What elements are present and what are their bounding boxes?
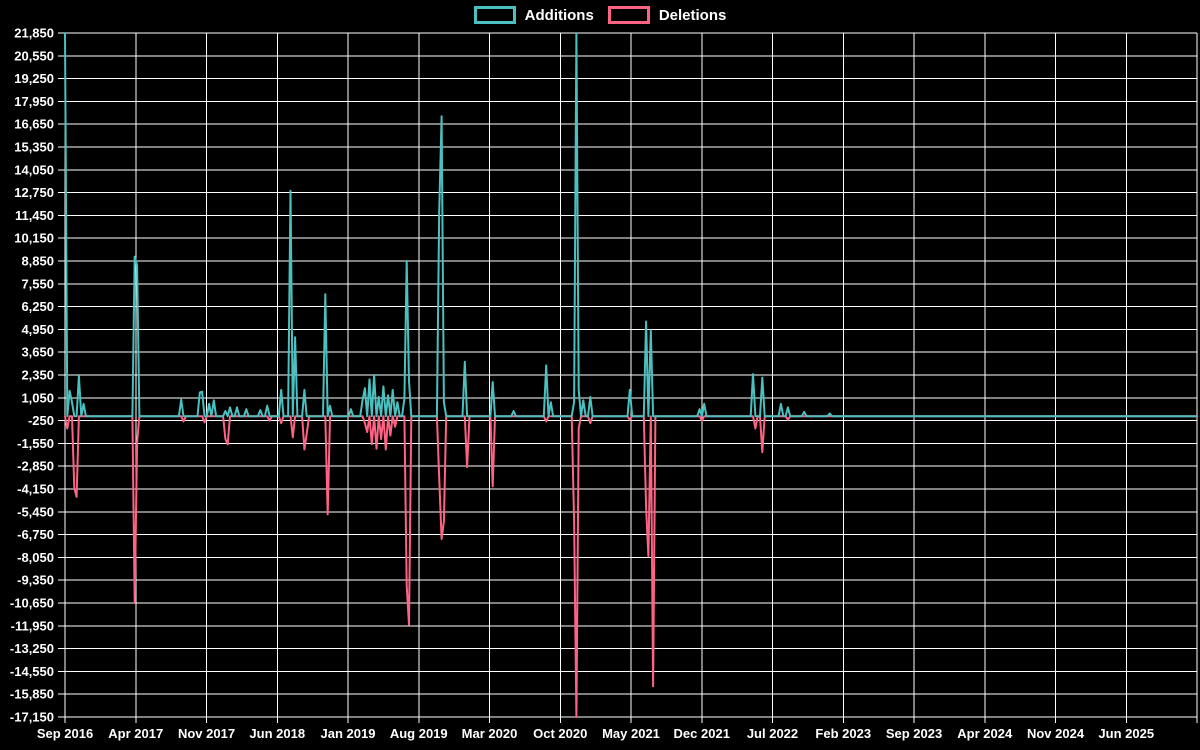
x-tick-label: Oct 2020	[533, 726, 587, 741]
legend-item-additions[interactable]: Additions	[473, 6, 594, 24]
y-tick-label: 6,250	[21, 299, 54, 314]
x-tick-label: Dec 2021	[674, 726, 730, 741]
y-tick-label: 10,150	[14, 231, 54, 246]
y-tick-label: 20,550	[14, 48, 54, 63]
y-tick-label: -1,550	[17, 436, 54, 451]
legend-item-deletions[interactable]: Deletions	[607, 6, 727, 24]
x-tick-label: Feb 2023	[815, 726, 871, 741]
y-tick-label: -9,350	[17, 573, 54, 588]
y-tick-label: 21,850	[14, 26, 54, 41]
y-tick-label: 16,650	[14, 117, 54, 132]
y-tick-label: 4,950	[21, 322, 54, 337]
deletions-legend-label: Deletions	[658, 6, 727, 24]
y-tick-label: -4,150	[17, 482, 54, 497]
x-tick-label: Jun 2025	[1098, 726, 1154, 741]
additions-line	[64, 32, 1198, 418]
x-tick-label: Apr 2017	[108, 726, 163, 741]
y-tick-label: -13,250	[10, 641, 54, 656]
x-tick-label: Jan 2019	[321, 726, 376, 741]
additions-legend-label: Additions	[524, 6, 594, 24]
y-tick-label: -8,050	[17, 550, 54, 565]
additions-swatch	[473, 6, 516, 24]
y-tick-label: 3,650	[21, 345, 54, 360]
y-tick-label: 12,750	[14, 185, 54, 200]
x-tick-label: Nov 2017	[178, 726, 235, 741]
y-tick-label: 14,050	[14, 162, 54, 177]
y-tick-label: 17,950	[14, 94, 54, 109]
x-tick-label: Sep 2016	[37, 726, 93, 741]
axis-labels: 21,850 20,550 19,250 17,950 16,650 15,350 14,0…	[10, 26, 1154, 742]
y-tick-label: -6,750	[17, 527, 54, 542]
y-tick-label: -14,550	[10, 664, 54, 679]
x-tick-label: Aug 2019	[390, 726, 448, 741]
y-tick-label: 15,350	[14, 140, 54, 155]
x-tick-label: Jun 2018	[249, 726, 305, 741]
y-tick-label: -250	[28, 413, 54, 428]
gridlines	[58, 32, 1198, 723]
x-tick-label: Apr 2024	[957, 726, 1013, 741]
x-tick-label: Jul 2022	[747, 726, 798, 741]
x-tick-label: Nov 2024	[1027, 726, 1085, 741]
y-tick-label: -2,850	[17, 459, 54, 474]
x-tick-label: Sep 2023	[886, 726, 942, 741]
x-tick-label: Mar 2020	[462, 726, 518, 741]
y-tick-label: 7,550	[21, 276, 54, 291]
x-tick-label: May 2021	[602, 726, 660, 741]
y-tick-label: 19,250	[14, 71, 54, 86]
y-tick-label: 1,050	[21, 390, 54, 405]
deletions-swatch	[607, 6, 650, 24]
y-tick-label: -10,650	[10, 596, 54, 611]
y-tick-label: 8,850	[21, 254, 54, 269]
y-tick-label: -5,450	[17, 504, 54, 519]
chart-legend: Additions Deletions	[0, 6, 1200, 24]
y-tick-label: -15,850	[10, 687, 54, 702]
y-tick-label: 2,350	[21, 368, 54, 383]
y-tick-label: -17,150	[10, 710, 54, 725]
y-tick-label: 11,450	[15, 208, 54, 223]
y-tick-label: -11,950	[11, 618, 54, 633]
